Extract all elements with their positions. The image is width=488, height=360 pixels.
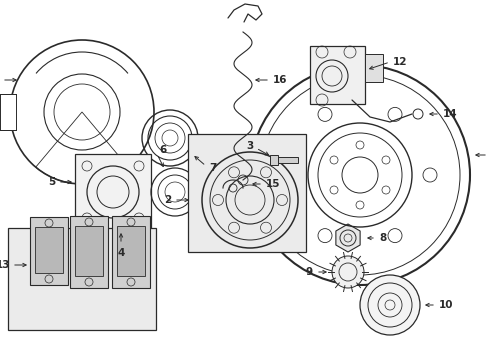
Bar <box>112 216 150 288</box>
Bar <box>269 155 278 165</box>
Bar <box>278 157 297 163</box>
Text: 13: 13 <box>0 260 10 270</box>
Circle shape <box>331 256 363 288</box>
Bar <box>35 227 63 273</box>
Text: 10: 10 <box>438 300 452 310</box>
Bar <box>0 94 16 130</box>
Text: 5: 5 <box>48 177 55 187</box>
Bar <box>364 54 382 82</box>
Text: 12: 12 <box>392 57 407 67</box>
Text: 4: 4 <box>117 248 124 258</box>
Text: 3: 3 <box>246 141 253 151</box>
Text: 7: 7 <box>208 163 216 173</box>
Text: 9: 9 <box>305 267 312 277</box>
Text: 8: 8 <box>378 233 386 243</box>
Text: 16: 16 <box>272 75 287 85</box>
Bar <box>75 154 151 230</box>
Bar <box>117 226 145 276</box>
Bar <box>70 216 108 288</box>
Circle shape <box>359 275 419 335</box>
Bar <box>8 228 156 330</box>
Text: 14: 14 <box>442 109 457 119</box>
Polygon shape <box>335 224 359 252</box>
Text: 15: 15 <box>265 179 280 189</box>
Bar <box>187 134 305 252</box>
Bar <box>309 46 364 104</box>
Wedge shape <box>36 112 128 184</box>
Bar <box>75 226 103 276</box>
Text: 2: 2 <box>163 195 171 205</box>
Text: 6: 6 <box>159 145 166 155</box>
Bar <box>30 217 68 285</box>
